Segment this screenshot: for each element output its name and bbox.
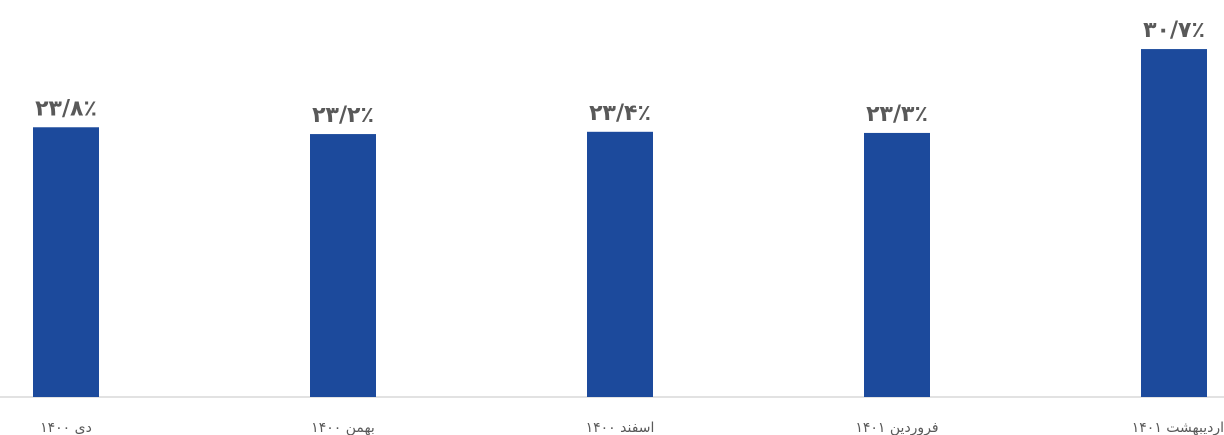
bar-3 xyxy=(587,131,653,398)
bar-1 xyxy=(33,127,99,398)
data-label-3: ۲۳/۴٪ xyxy=(589,101,651,126)
x-tick-label-5: اردیبهشت ۱۴۰۱ xyxy=(1132,420,1224,435)
data-label-1: ۲۳/۸٪ xyxy=(35,96,97,121)
x-tick-label-4: فروردین ۱۴۰۱ xyxy=(855,420,938,435)
bar-5 xyxy=(1141,49,1207,398)
bar-2 xyxy=(310,134,376,398)
x-tick-label-2: بهمن ۱۴۰۰ xyxy=(311,420,375,435)
data-label-5: ۳۰/۷٪ xyxy=(1143,18,1205,43)
x-tick-label-3: اسفند ۱۴۰۰ xyxy=(586,420,655,435)
x-tick-label-1: دی ۱۴۰۰ xyxy=(40,420,92,435)
data-label-4: ۲۳/۳٪ xyxy=(866,102,928,127)
data-label-2: ۲۳/۲٪ xyxy=(312,103,374,128)
bar-4 xyxy=(864,132,930,397)
